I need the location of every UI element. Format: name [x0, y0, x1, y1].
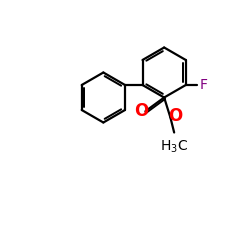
Text: O: O: [168, 107, 182, 125]
Text: H$_3$C: H$_3$C: [160, 139, 188, 155]
Text: F: F: [200, 78, 208, 92]
Text: O: O: [134, 102, 148, 120]
